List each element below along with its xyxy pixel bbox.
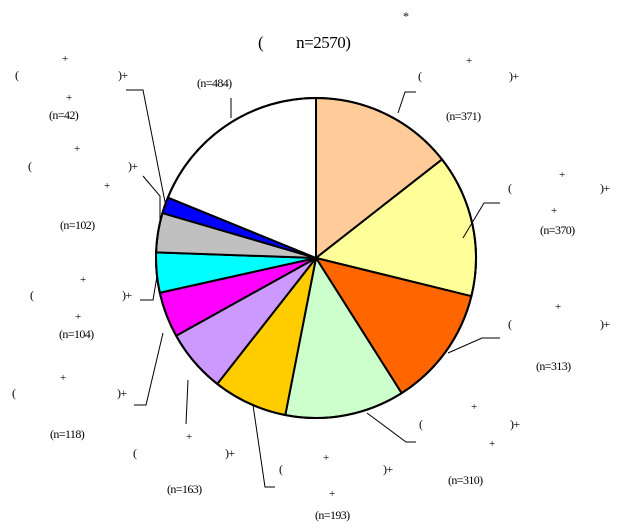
chart-title: ( n=2570) [258,33,350,52]
slice-count-label: (n=104) [59,327,94,341]
label-plus-mark: + [60,372,66,384]
label-plus-mark: + [80,274,86,286]
label-plus-mark: + [466,55,472,67]
label-open-paren: ( [508,317,512,331]
leader-line-3 [447,337,500,354]
label-plus-mark: + [74,143,80,155]
label-open-paren: ( [418,69,422,83]
leader-line-2 [462,202,500,239]
label-open-paren: ( [28,159,32,173]
slice-count-label: (n=118) [50,427,85,441]
leader-line-1 [397,91,416,114]
slice-count-label: (n=370) [540,223,575,237]
slice-labels: ( )+ + (n=371) ( )+ + + (n=370) ( )+ + (n=313) ( )+ + + (… [12,53,611,522]
leader-lines [126,89,500,488]
leader-line-5 [252,404,275,488]
label-open-paren: ( [279,462,283,476]
label-close-plus: )+ [117,386,127,400]
leader-line-4 [366,412,416,443]
pie-outline [155,97,477,419]
label-plus-mark: + [471,401,477,413]
label-open-paren: ( [12,386,16,400]
label-close-plus: )+ [383,462,393,476]
slice-count-label: (n=102) [60,218,95,232]
slice-count-label: (n=310) [448,473,483,487]
label-close-plus: )+ [600,317,610,331]
label-open-paren: ( [419,417,423,431]
title-mark: * [403,9,409,23]
leader-line-7 [134,332,164,406]
label-close-plus: )+ [122,288,132,302]
label-open-paren: ( [133,446,137,460]
leader-line-9 [142,175,161,221]
label-plus-mark: + [323,452,329,464]
leader-line-8 [140,275,158,301]
slice-count-label: (n=163) [167,482,202,496]
label-open-paren: ( [508,181,512,195]
label-plus-mark: + [104,180,110,192]
label-open-paren: ( [15,68,19,82]
pie-slices [155,97,477,419]
leader-line-10 [126,89,167,208]
label-plus-mark: + [489,438,495,450]
label-close-plus: )+ [600,181,610,195]
slice-count-label: (n=42) [49,108,79,122]
label-plus-mark: + [186,431,192,443]
slice-count-label: (n=484) [197,76,232,90]
label-close-plus: )+ [510,417,520,431]
label-plus-mark: + [559,169,565,181]
label-open-paren: ( [30,288,34,302]
label-close-plus: )+ [118,68,128,82]
slice-count-label: (n=193) [315,508,350,522]
slice-count-label: (n=313) [536,359,571,373]
label-close-plus: )+ [509,69,519,83]
label-plus-mark: + [62,53,68,65]
label-plus-mark: + [555,301,561,313]
label-close-plus: )+ [128,159,138,173]
label-plus-mark: + [66,92,72,104]
leader-line-6 [185,379,189,425]
label-plus-mark: + [75,311,81,323]
slice-count-label: (n=371) [446,109,481,123]
label-plus-mark: + [551,205,557,217]
label-plus-mark: + [329,488,335,500]
label-close-plus: )+ [225,446,235,460]
